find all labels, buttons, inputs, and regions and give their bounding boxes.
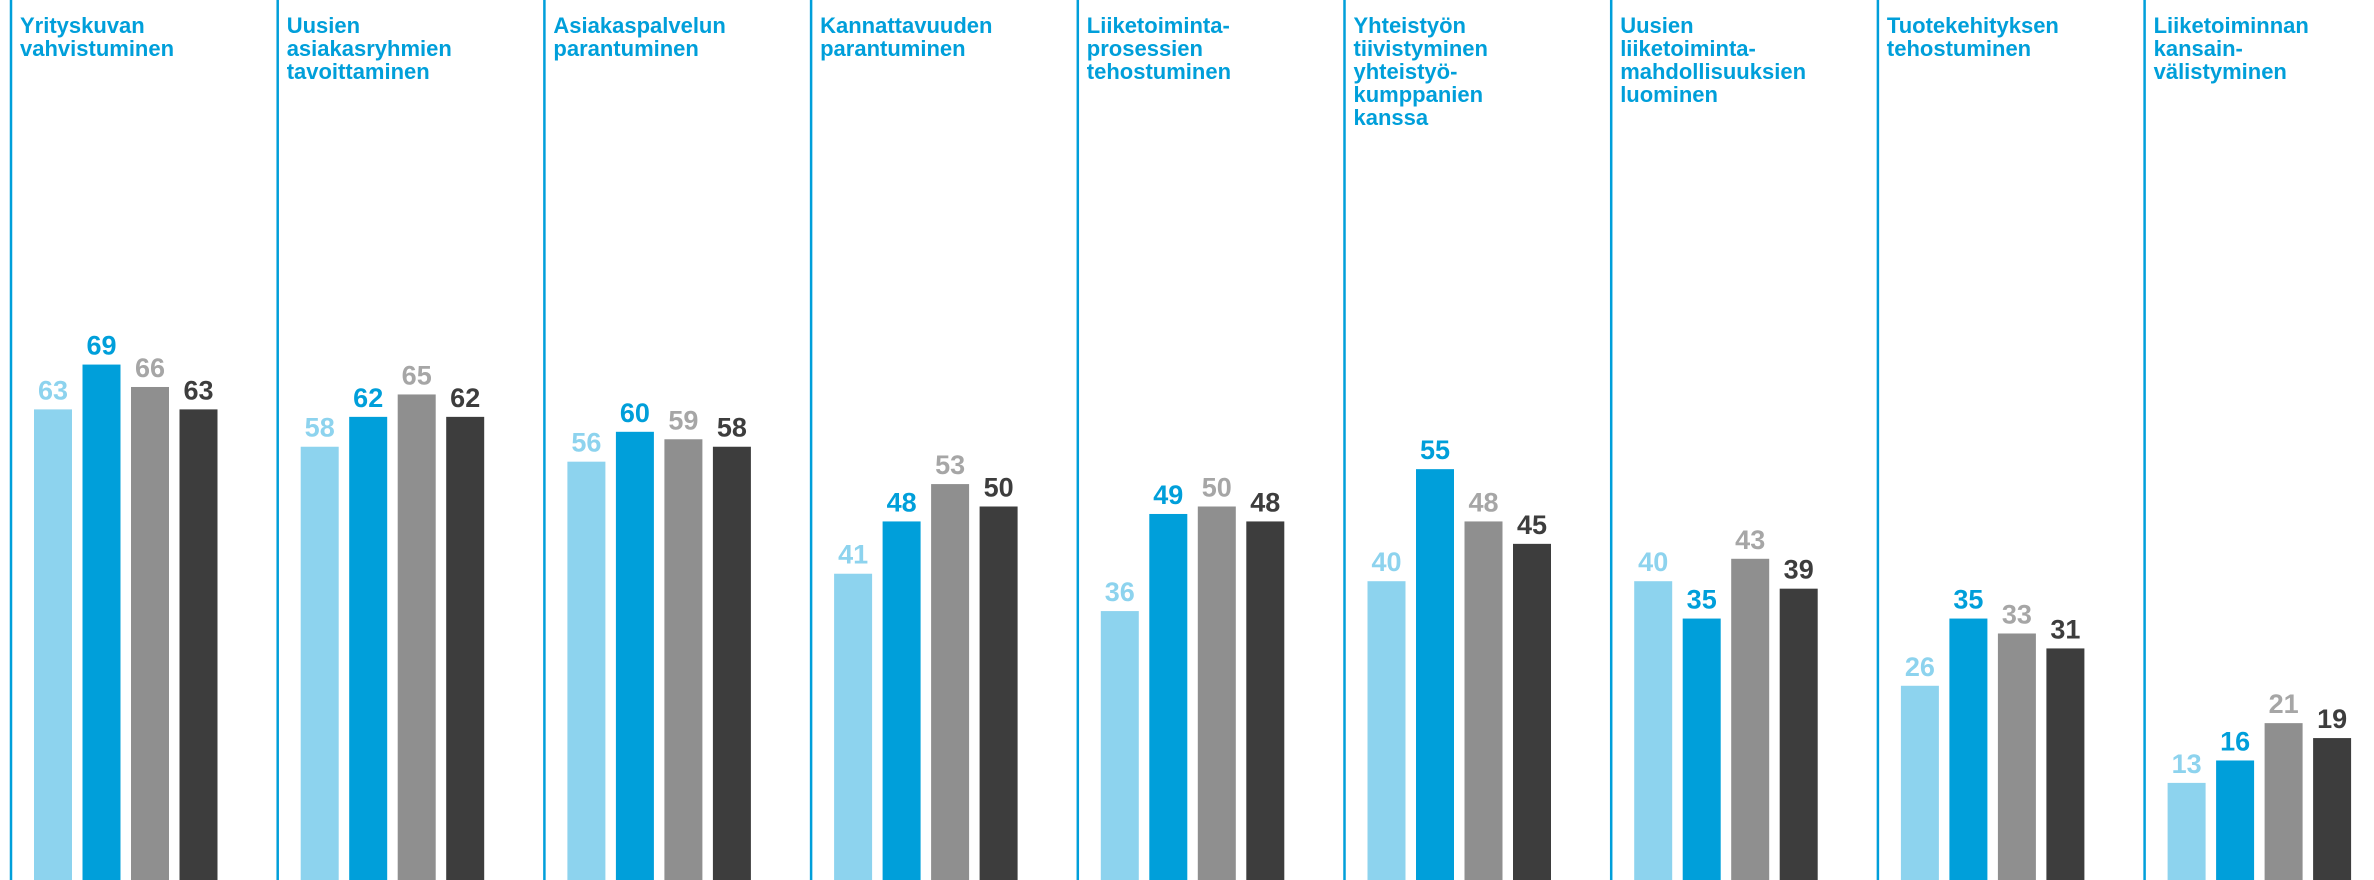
category-title: Uusien asiakasryhmien tavoittaminen <box>286 13 452 84</box>
category-title: Liiketoiminta- prosessien tehostuminen <box>1086 13 1232 84</box>
bar <box>615 431 654 880</box>
bar <box>979 506 1018 880</box>
data-label: 63 <box>38 375 68 405</box>
bar <box>1246 521 1285 880</box>
bar <box>664 439 703 880</box>
data-label: 53 <box>935 450 965 480</box>
data-label: 41 <box>838 540 868 570</box>
category-title: Liiketoiminnan kansain- välistyminen <box>2153 13 2309 84</box>
category-title: Yrityskuvan vahvistuminen <box>20 13 175 61</box>
bar <box>131 386 169 880</box>
bar <box>712 446 751 880</box>
bar <box>834 573 873 880</box>
data-label: 56 <box>571 428 601 458</box>
bar <box>1100 611 1139 880</box>
bar <box>1464 521 1503 880</box>
data-label: 65 <box>402 360 432 390</box>
data-label: 13 <box>2172 749 2202 779</box>
data-label: 58 <box>717 413 747 443</box>
category-title: Uusien liiketoiminta- mahdollisuuksien l… <box>1620 13 1807 107</box>
data-label: 58 <box>305 413 335 443</box>
bar <box>1367 581 1406 880</box>
data-label: 33 <box>2002 599 2032 629</box>
bar <box>349 416 388 880</box>
bar <box>2046 648 2085 880</box>
data-label: 63 <box>183 375 213 405</box>
data-label: 31 <box>2050 614 2080 644</box>
data-label: 21 <box>2269 689 2299 719</box>
data-label: 69 <box>86 331 116 361</box>
data-label: 60 <box>620 398 650 428</box>
bar <box>1900 685 1939 880</box>
bar <box>1949 618 1988 880</box>
data-label: 48 <box>1250 487 1280 517</box>
bar <box>1731 558 1770 880</box>
data-label: 62 <box>353 383 383 413</box>
bar <box>1416 469 1454 880</box>
bar <box>34 409 72 880</box>
bar <box>1634 581 1673 880</box>
category-title: Kannattavuuden parantuminen <box>820 13 993 61</box>
bar <box>1997 633 2036 880</box>
data-label: 48 <box>1468 487 1498 517</box>
data-label: 19 <box>2317 704 2347 734</box>
bar <box>2313 738 2352 880</box>
data-label: 50 <box>1202 473 1232 503</box>
data-label: 35 <box>1953 585 1983 615</box>
data-label: 43 <box>1735 525 1765 555</box>
bar <box>446 416 485 880</box>
data-label: 26 <box>1905 652 1935 682</box>
bar <box>82 364 121 880</box>
category-title: Tuotekehityksen tehostuminen <box>1886 13 2059 61</box>
data-label: 48 <box>887 487 917 517</box>
data-label: 39 <box>1784 555 1814 585</box>
data-label: 62 <box>450 383 480 413</box>
bar <box>2264 723 2303 880</box>
data-label: 40 <box>1371 547 1401 577</box>
data-label: 50 <box>984 473 1014 503</box>
data-label: 66 <box>135 353 165 383</box>
bar <box>300 446 339 880</box>
bar <box>1682 618 1721 880</box>
bar <box>397 394 436 880</box>
bar <box>179 409 218 880</box>
bar <box>1197 506 1236 880</box>
data-label: 35 <box>1687 585 1717 615</box>
data-label: 55 <box>1420 435 1450 465</box>
category-title: Yhteistyön tiivistyminen yhteistyö- kump… <box>1353 13 1488 130</box>
bar <box>567 461 606 880</box>
category-title: Asiakaspalvelun parantuminen <box>553 13 726 61</box>
bar <box>882 521 921 880</box>
bar <box>2167 782 2206 880</box>
bar <box>2216 760 2255 880</box>
bar <box>1149 513 1188 880</box>
data-label: 40 <box>1638 547 1668 577</box>
data-label: 16 <box>2220 726 2250 756</box>
bar <box>931 484 970 880</box>
data-label: 59 <box>668 405 698 435</box>
bar <box>1513 543 1551 880</box>
data-label: 45 <box>1517 510 1547 540</box>
data-label: 49 <box>1153 480 1183 510</box>
bar <box>1779 588 1818 880</box>
data-label: 36 <box>1105 577 1135 607</box>
